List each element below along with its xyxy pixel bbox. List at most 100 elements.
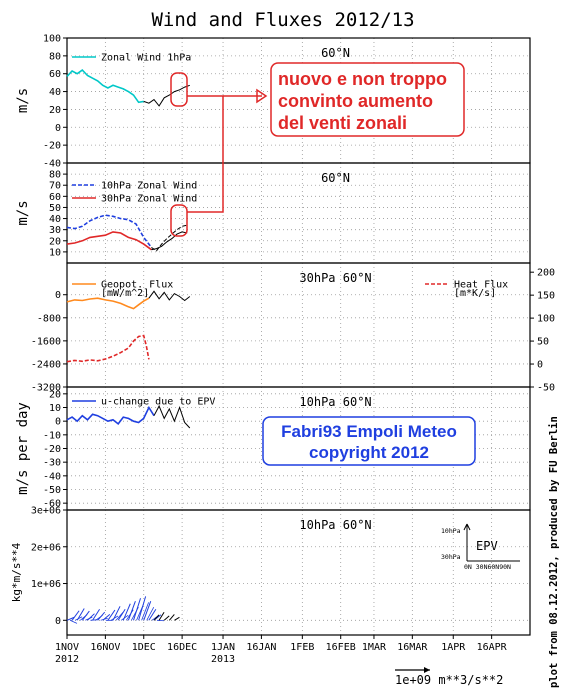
y-tick-label: 0 [55, 616, 61, 627]
y-tick-label: 10 [49, 247, 61, 258]
legend-heat-label: Heat Flux [454, 280, 508, 291]
epv-arrow [153, 614, 160, 621]
panel-4: 20 10 0 -10 -20 -30 -40 -50 -60 10hPa 60°N m/s per… [15, 386, 531, 511]
scale-vector-head [424, 667, 430, 673]
annotation-blue-line: Fabri93 Empoli Meteo [281, 422, 457, 441]
y-tick-label: 100 [43, 34, 61, 45]
y-tick-label: 50 [49, 203, 61, 214]
series-line [153, 404, 191, 429]
series-line [66, 334, 150, 363]
y-tick-label: 20 [49, 236, 61, 247]
panel-label: 60°N [321, 46, 350, 60]
legend-10hpa-label: 10hPa Zonal Wind [101, 181, 197, 192]
y-axis-label: m/s per day [15, 402, 31, 495]
epv-arrow [66, 616, 75, 621]
x-tick-label: 1APR [441, 642, 466, 653]
series-line [151, 231, 188, 251]
epv-arrow [133, 598, 141, 621]
x-tick-label: 16FEB [326, 642, 356, 653]
y-tick-label: -10 [43, 430, 61, 441]
x-tick-label: 16JAN [246, 642, 276, 653]
annotation-red-line: convinto aumento [278, 91, 433, 111]
series-line [66, 297, 150, 310]
y-tick-label: -1600 [31, 336, 61, 347]
y-tick-label: 10 [49, 403, 61, 414]
series-line [66, 69, 144, 104]
epv-arrow [158, 611, 165, 621]
scale-vector-label: 1e+09 m**3/s**2 [395, 673, 503, 687]
y-tick-label: -40 [43, 159, 61, 170]
highlight-ellipse-10hpa [170, 204, 188, 237]
y2-tick-label: 150 [537, 291, 555, 302]
epv-key-ybot: 30hPa [441, 553, 461, 561]
annotation-red-line: del venti zonali [278, 113, 407, 133]
y2-tick-label: 0 [537, 360, 543, 371]
panel-label: 10hPa 60°N [299, 518, 371, 532]
y-tick-label: -2400 [31, 359, 61, 370]
panel-label: 30hPa 60°N [299, 271, 371, 285]
epv-arrow [102, 614, 111, 621]
epv-key-title: EPV [476, 539, 498, 553]
annotation-box-blue [262, 416, 476, 466]
x-tick-label: 1DEC [132, 642, 156, 653]
epv-arrow [107, 609, 116, 621]
x-tick-label: 16APR [477, 642, 508, 653]
y-tick-label: 20 [49, 389, 61, 400]
y-axis-label: kg*m/s**4 [10, 542, 23, 602]
epv-arrow [141, 602, 149, 621]
connector-arrowhead [256, 88, 268, 104]
legend-heat-unit: [m*K/s] [454, 288, 496, 299]
y-tick-label: 1e+06 [31, 579, 61, 590]
y-tick-label: 40 [49, 87, 61, 98]
epv-arrow [143, 601, 152, 621]
epv-arrow [87, 613, 95, 621]
legends: Zonal Wind 1hPa 10hPa Zonal Wind 30hPa Zon… [72, 53, 508, 408]
y2-tick-label: 200 [537, 268, 555, 279]
connector-line [187, 95, 224, 213]
y2-tick-label: 100 [537, 314, 555, 325]
y-axis-label: m/s [15, 88, 31, 113]
legend-zonal1-label: Zonal Wind 1hPa [101, 53, 191, 64]
epv-arrow [81, 610, 90, 621]
legend-30hpa-label: 30hPa Zonal Wind [101, 194, 197, 205]
highlight-ellipse-1hpa [170, 72, 188, 107]
series-line [66, 214, 153, 248]
epv-arrow [71, 610, 80, 621]
series-line [151, 224, 188, 252]
x-tick-label: 16MAR [397, 642, 428, 653]
y-tick-label: 2e+06 [31, 542, 61, 553]
chart-title: Wind and Fluxes 2012/13 [151, 9, 414, 31]
epv-arrow [168, 614, 175, 621]
epv-arrow [76, 608, 85, 621]
x-tick-label: 1FEB [290, 642, 314, 653]
y-tick-label: 0 [55, 123, 61, 134]
series-line [143, 84, 190, 107]
series-line [148, 290, 191, 302]
x-tick-label: 1JAN [211, 642, 235, 653]
epv-arrow [92, 608, 101, 621]
panel-label: 10hPa 60°N [299, 395, 371, 409]
panel-5: 3e+06 2e+06 1e+06 0 10hPa 60°N kg*m/s**4 [10, 506, 531, 636]
epv-arrow [122, 603, 131, 621]
y-tick-label: 80 [49, 170, 61, 181]
x-tick-year: 2012 [55, 654, 79, 665]
epv-arrow [146, 606, 155, 621]
series-line [66, 231, 152, 251]
credit-text: plot from 08.12.2012, produced by FU Ber… [548, 416, 560, 688]
panel-label: 60°N [321, 171, 350, 185]
y-tick-label: 20 [49, 105, 61, 116]
epv-arrow [138, 596, 147, 621]
x-tick-label: 16NOV [90, 642, 120, 653]
y-tick-label: -30 [43, 458, 61, 469]
y2-tick-label: 50 [537, 337, 549, 348]
epv-arrow [174, 616, 180, 621]
y-tick-label: 40 [49, 214, 61, 225]
panels: 100806040200-20-4060°Nm/s807060504030201… [10, 34, 555, 636]
epv-arrow [112, 606, 121, 621]
y-tick-label: 60 [49, 69, 61, 80]
y-tick-label: -20 [43, 444, 61, 455]
legend-geopot-label: Geopot. Flux [101, 280, 173, 291]
